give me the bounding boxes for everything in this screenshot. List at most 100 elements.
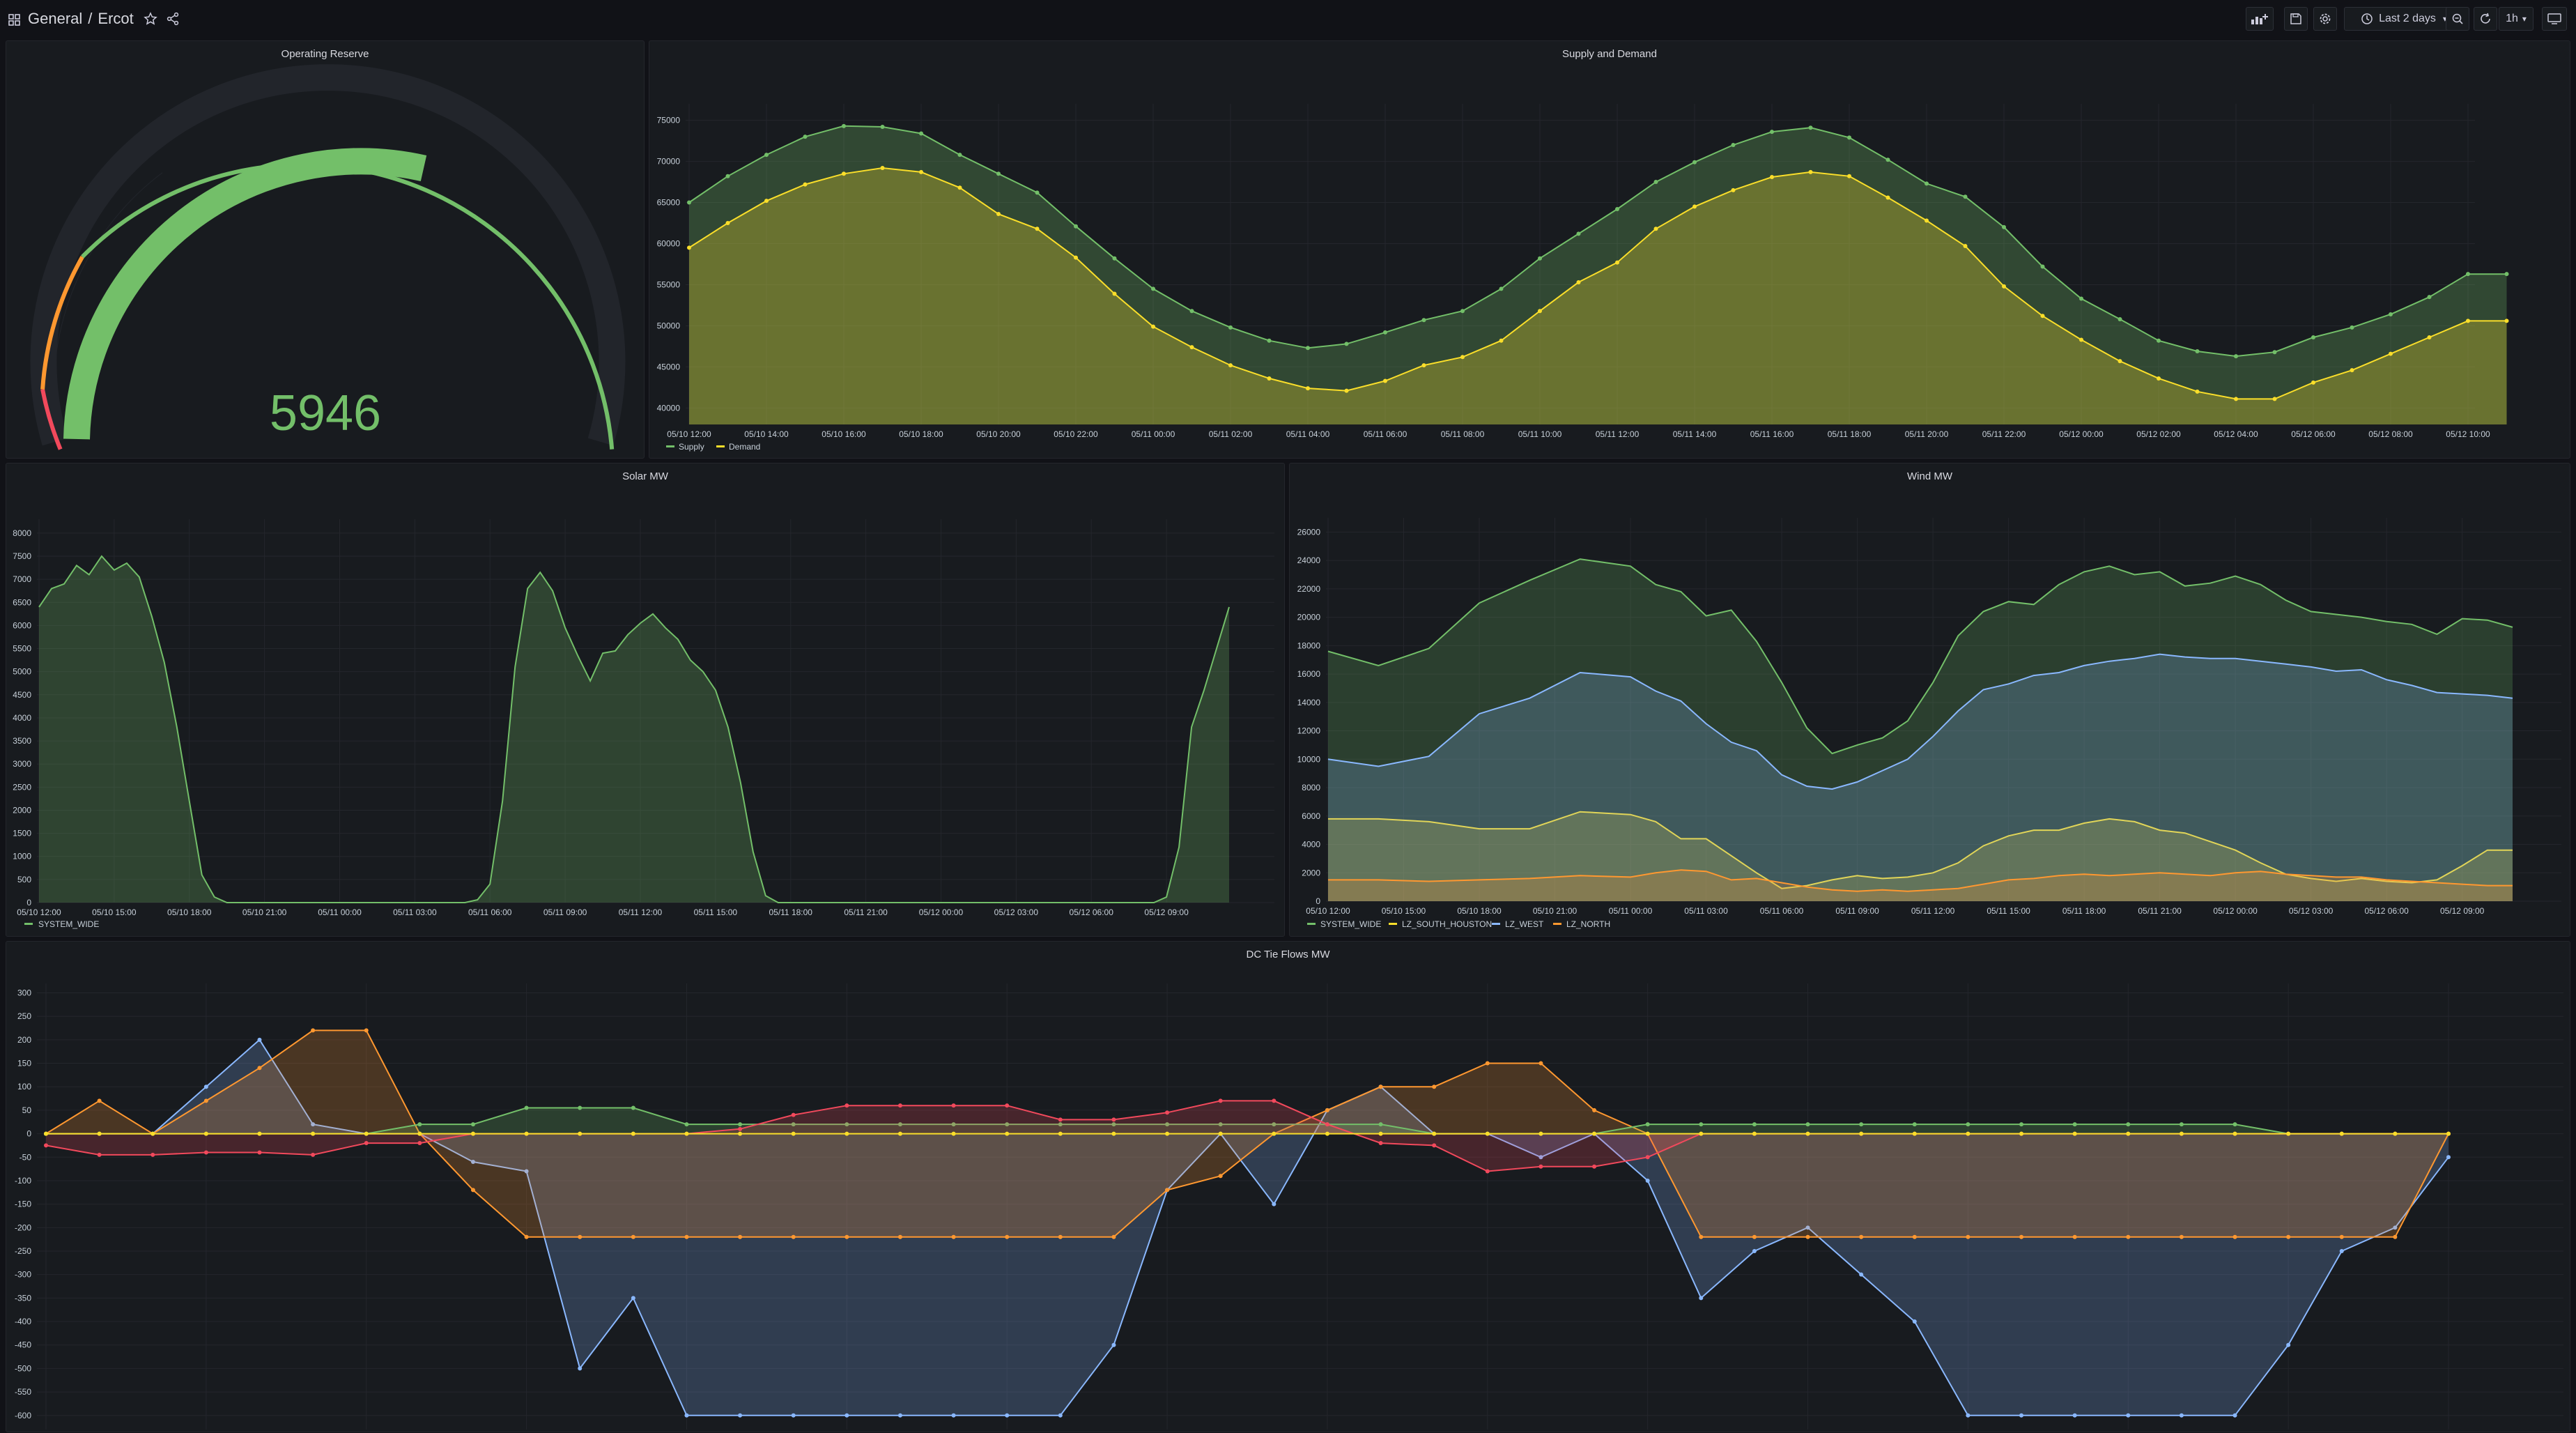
x-tick-label: 05/11 02:00 <box>1209 429 1253 439</box>
x-tick-label: 05/12 03:00 <box>994 907 1039 917</box>
add-panel-button[interactable] <box>2246 7 2274 31</box>
data-point-dc-r <box>417 1141 422 1146</box>
x-tick-label: 05/10 14:00 <box>744 429 789 439</box>
data-point-supply <box>2118 317 2122 322</box>
x-tick-label: 05/11 09:00 <box>1835 906 1879 916</box>
chart-legend: SYSTEM_WIDE <box>24 919 99 929</box>
x-tick-label: 05/11 22:00 <box>1982 429 2026 439</box>
data-point-supply <box>725 174 730 178</box>
legend-label-demand[interactable]: Demand <box>729 442 760 452</box>
y-tick-label: 8000 <box>13 528 31 538</box>
settings-button[interactable] <box>2313 7 2337 31</box>
data-point-dc-e <box>738 1413 743 1418</box>
y-tick-label: 40000 <box>657 403 681 413</box>
data-point-demand <box>1847 174 1851 178</box>
data-point-dc-r <box>97 1152 102 1157</box>
legend-label-lz-north[interactable]: LZ_NORTH <box>1566 919 1610 929</box>
legend-label-supply[interactable]: Supply <box>679 442 704 452</box>
data-point-dc-s <box>2286 1131 2291 1136</box>
gauge-threshold-orange <box>40 256 84 390</box>
time-range-picker[interactable]: Last 2 days ▾ <box>2344 7 2464 31</box>
wind-chart: 0 2000 4000 6000 8000 10000 12000 14000 16000 180… <box>1297 518 2561 929</box>
data-point-dc-s <box>1645 1131 1650 1136</box>
data-point-demand <box>1267 376 1272 381</box>
data-point-demand <box>1692 204 1697 209</box>
panel-title[interactable]: Wind MW <box>1907 470 1952 482</box>
data-point-supply <box>2466 272 2470 277</box>
y-tick-label: 26000 <box>1297 527 1321 537</box>
data-point-dc-e <box>631 1296 635 1301</box>
data-point-dc-n <box>844 1122 849 1127</box>
gauge-value: 5946 <box>270 385 381 441</box>
dashboard-grid-icon[interactable] <box>8 13 21 26</box>
refresh-interval-picker[interactable]: 1h ▾ <box>2499 7 2533 31</box>
zoom-out-button[interactable] <box>2446 7 2469 31</box>
data-point-demand <box>764 199 769 204</box>
y-tick-label: 5500 <box>13 644 31 654</box>
y-tick-label: 18000 <box>1297 641 1321 650</box>
breadcrumb-separator: / <box>88 10 93 27</box>
data-point-dc-s <box>1111 1131 1116 1136</box>
y-tick-label: -550 <box>15 1387 31 1397</box>
data-point-dc-r <box>844 1103 849 1108</box>
panel-wind: Wind MW 0 2000 4000 6000 8000 10000 12000 14000… <box>1289 463 2570 937</box>
panel-title[interactable]: Operating Reserve <box>281 48 369 60</box>
data-point-dc-n <box>1699 1122 1704 1127</box>
series-area-dc-n <box>46 1108 2448 1134</box>
data-point-dc-s <box>417 1131 422 1136</box>
y-tick-label: -50 <box>20 1152 32 1162</box>
series-area-demand <box>689 168 2507 424</box>
x-tick-label: 05/10 12:00 <box>17 907 61 917</box>
data-point-demand <box>1770 174 1774 179</box>
data-point-supply <box>2311 335 2315 339</box>
legend-label-system-wide[interactable]: SYSTEM_WIDE <box>1320 919 1381 929</box>
breadcrumb-folder[interactable]: General <box>28 10 83 27</box>
x-tick-label: 05/11 06:00 <box>1364 429 1407 439</box>
data-point-dc-e <box>1859 1272 1864 1277</box>
save-dashboard-button[interactable] <box>2284 7 2308 31</box>
data-point-supply <box>1383 330 1387 335</box>
refresh-interval-label: 1h <box>2506 13 2518 24</box>
data-point-dc-l <box>2179 1234 2184 1239</box>
x-tick-label: 05/11 15:00 <box>1987 906 2030 916</box>
data-point-dc-s <box>1378 1131 1383 1136</box>
star-icon[interactable] <box>143 12 157 26</box>
y-tick-label: 16000 <box>1297 669 1321 679</box>
data-point-dc-r <box>1485 1169 1490 1174</box>
legend-label-system-wide[interactable]: SYSTEM_WIDE <box>38 919 99 929</box>
y-tick-label: 12000 <box>1297 726 1321 736</box>
x-tick-label: 05/11 18:00 <box>769 907 812 917</box>
refresh-button[interactable] <box>2474 7 2497 31</box>
data-point-demand <box>1189 345 1194 350</box>
dashboard-header: General / Ercot Last 2 days ▾ 1h ▾ <box>0 0 2576 38</box>
x-tick-label: 05/10 12:00 <box>667 429 711 439</box>
data-point-supply <box>1925 181 1929 186</box>
gauge-threshold-green <box>81 162 615 450</box>
data-point-dc-s <box>951 1131 956 1136</box>
data-point-dc-l <box>2393 1234 2398 1239</box>
data-point-supply <box>1306 346 1310 351</box>
data-point-supply <box>2040 264 2045 269</box>
series-line-system-wide <box>38 555 1230 903</box>
data-point-demand <box>2079 337 2083 342</box>
y-tick-label: 70000 <box>657 157 681 167</box>
data-point-supply <box>2389 312 2393 316</box>
legend-label-lz-west[interactable]: LZ_WEST <box>1505 919 1544 929</box>
data-point-dc-l <box>2339 1234 2344 1239</box>
panel-title[interactable]: DC Tie Flows MW <box>1246 949 1330 960</box>
data-point-dc-r <box>897 1103 902 1108</box>
data-point-dc-n <box>1005 1122 1010 1127</box>
panel-title[interactable]: Solar MW <box>622 470 668 482</box>
data-point-dc-r <box>1005 1103 1010 1108</box>
share-icon[interactable] <box>166 12 180 26</box>
panel-title[interactable]: Supply and Demand <box>1562 48 1657 60</box>
legend-label-lz-south-houston[interactable]: LZ_SOUTH_HOUSTON <box>1402 919 1492 929</box>
data-point-dc-s <box>2126 1131 2131 1136</box>
data-point-supply <box>1885 158 1890 162</box>
dashboard-title[interactable]: Ercot <box>98 10 134 27</box>
tv-mode-button[interactable] <box>2542 7 2567 31</box>
data-point-dc-l <box>1699 1234 1704 1239</box>
data-point-supply <box>1808 125 1813 130</box>
data-point-dc-e <box>2232 1413 2237 1418</box>
series-area-supply <box>689 125 2507 425</box>
